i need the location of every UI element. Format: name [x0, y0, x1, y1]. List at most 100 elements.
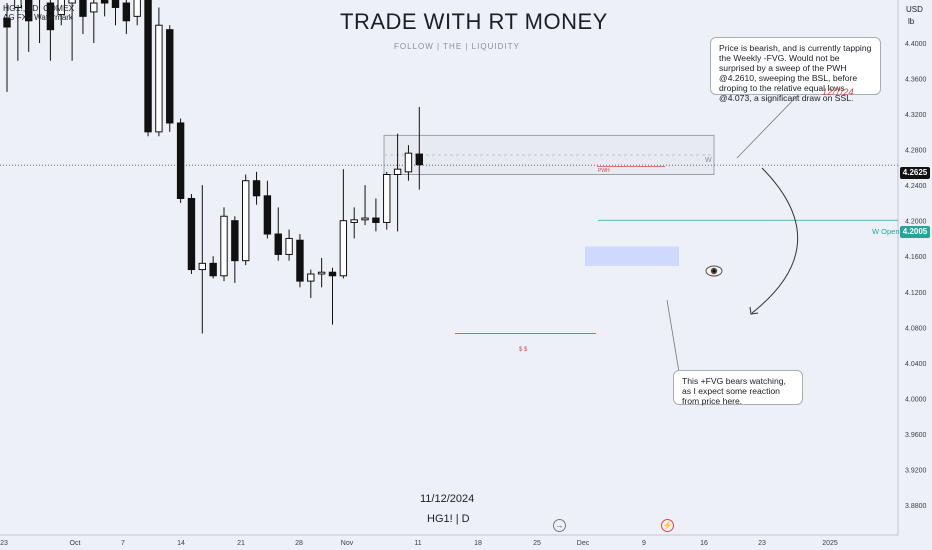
candle[interactable] [14, 0, 22, 61]
candle[interactable] [350, 207, 358, 239]
ssl-label: $ $ [519, 347, 528, 353]
flash-icon[interactable]: ⚡ [661, 519, 674, 532]
bullish-candle-body [242, 180, 250, 262]
x-tick-label: 23 [0, 540, 8, 547]
y-tick-label: 4.0800 [905, 325, 927, 332]
candle[interactable] [122, 0, 131, 35]
projection-arrow [751, 167, 798, 314]
bullish-candle-body [404, 152, 413, 173]
currency-label[interactable]: USD [906, 5, 923, 14]
candle[interactable] [361, 185, 369, 226]
candle[interactable] [274, 207, 282, 261]
bearish-candle-body [296, 239, 304, 282]
projection-arrowhead [749, 306, 759, 315]
bearish-candle-body [252, 180, 261, 197]
bearish-candle-body [209, 262, 217, 277]
bullish-candle-body [198, 262, 207, 271]
y-tick-label: 3.8800 [905, 503, 927, 510]
watermark-ticker: HG1! | D [427, 513, 470, 525]
candle[interactable] [36, 0, 42, 43]
pwh-label: PWH [598, 168, 610, 174]
candle[interactable] [339, 169, 348, 279]
y-tick-label: 4.4000 [905, 41, 927, 48]
candle[interactable] [285, 229, 293, 261]
candle[interactable] [133, 0, 141, 26]
bearish-candle-body [166, 29, 174, 124]
bearish-candle-body [3, 17, 11, 28]
go-to-realtime-icon[interactable]: → [553, 519, 566, 532]
bearish-candle-body [231, 220, 239, 262]
w-open-label: W Open [872, 227, 900, 236]
bearish-candle-body [79, 0, 87, 17]
candle[interactable] [25, 0, 33, 52]
bullish-candle-body [307, 273, 315, 282]
x-tick-label: 2025 [822, 540, 838, 547]
bearish-candle-body [25, 0, 33, 22]
candle[interactable] [111, 0, 120, 26]
x-tick-label: Dec [577, 540, 590, 547]
candle[interactable] [46, 0, 55, 61]
y-tick-label: 4.0000 [905, 396, 927, 403]
symbol-line: HG1!, 1D, COMEX [3, 3, 75, 13]
eye-icon [705, 264, 723, 277]
candle[interactable] [3, 3, 11, 92]
candle[interactable] [296, 234, 304, 288]
candle[interactable] [372, 198, 380, 232]
bearish-candle-body [328, 271, 337, 277]
x-tick-label: 28 [295, 540, 303, 547]
candle[interactable] [415, 106, 424, 190]
bearish-candle-body [111, 0, 120, 8]
candle[interactable] [176, 118, 185, 203]
analysis-note-bottom[interactable]: This +FVG bears watching, as I expect so… [673, 370, 803, 406]
analysis-note-top[interactable]: Price is bearish, and is currently tappi… [710, 37, 881, 103]
candle[interactable] [90, 0, 98, 43]
candle[interactable] [220, 207, 228, 282]
candle[interactable] [242, 174, 250, 266]
candle[interactable] [144, 0, 152, 137]
candle[interactable] [383, 171, 391, 230]
candle[interactable] [100, 0, 109, 17]
candle[interactable] [317, 258, 326, 288]
candle[interactable] [393, 133, 402, 232]
bullish-candle-body [14, 0, 22, 8]
bullish-candle-body [361, 217, 369, 221]
x-tick-label: 18 [474, 540, 482, 547]
candle[interactable] [263, 180, 272, 239]
bearish-candle-body [372, 217, 380, 223]
candle[interactable] [155, 7, 163, 137]
bearish-candle-body [46, 2, 55, 31]
fvg-note-text: This +FVG bears watching, as I expect so… [682, 376, 786, 406]
candle[interactable] [252, 171, 261, 205]
bullish-candle-body [393, 168, 402, 175]
last-price-tag: 4.2625 [900, 167, 930, 179]
candle[interactable] [187, 194, 196, 274]
candle[interactable] [209, 256, 217, 279]
candle[interactable] [57, 0, 65, 26]
y-tick-label: 4.2400 [905, 183, 927, 190]
y-tick-label: 4.1200 [905, 290, 927, 297]
watermark-title: TRADE WITH RT MONEY [340, 9, 608, 34]
bullish-candle-body [317, 271, 326, 275]
bullish-candle-body [155, 24, 163, 133]
candle[interactable] [328, 267, 337, 325]
price-axis[interactable] [898, 0, 932, 550]
candle[interactable] [231, 216, 239, 283]
weekly-fvg-label: W [705, 157, 712, 164]
bullish-candle-body [57, 0, 65, 16]
candle[interactable] [79, 0, 87, 35]
unit-label[interactable]: lb [908, 17, 915, 26]
x-tick-label: 7 [121, 540, 125, 547]
bullish-fvg-zone[interactable] [585, 246, 679, 267]
bearish-candle-body [274, 233, 282, 255]
bullish-candle-body [350, 219, 358, 223]
x-tick-label: Nov [341, 540, 354, 547]
x-tick-label: 25 [533, 540, 541, 547]
candle[interactable] [166, 25, 174, 132]
candle[interactable] [404, 145, 413, 181]
candle[interactable] [68, 0, 76, 61]
candle[interactable] [198, 185, 207, 334]
y-tick-label: 3.9600 [905, 432, 927, 439]
candle[interactable] [307, 269, 315, 298]
